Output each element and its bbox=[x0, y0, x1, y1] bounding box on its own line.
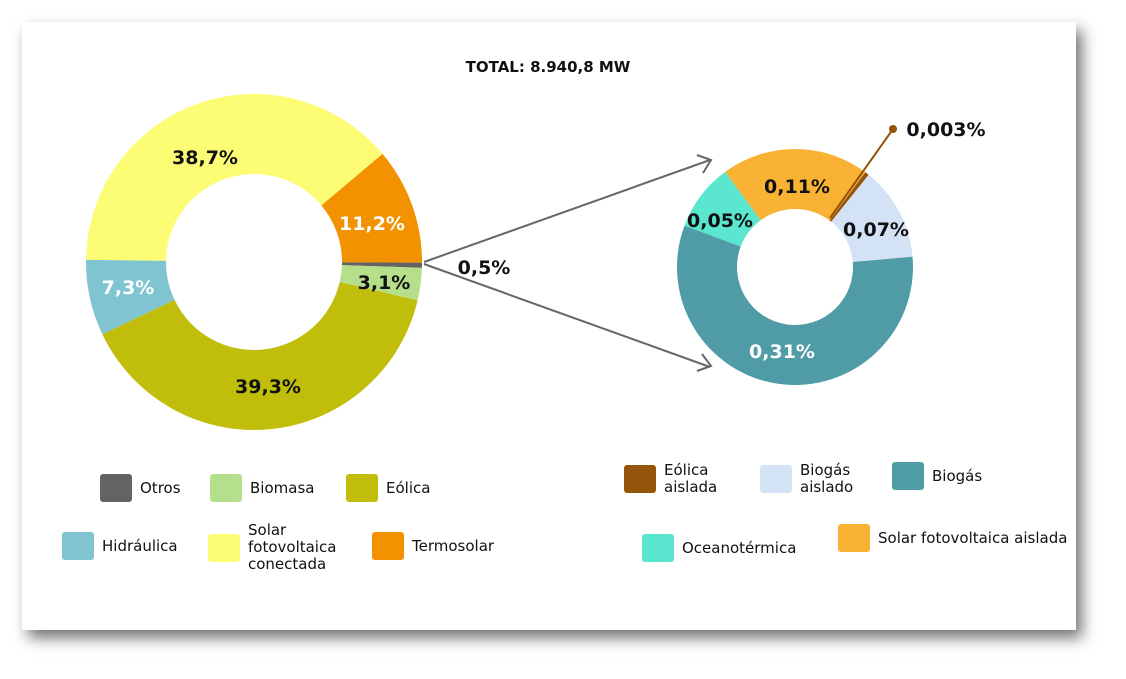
legend-item: Solar fotovoltaica aislada bbox=[838, 524, 1067, 552]
legend-label: Hidráulica bbox=[102, 536, 178, 555]
data-label: 0,11% bbox=[764, 176, 830, 198]
legend-swatch bbox=[100, 474, 132, 502]
legend-swatch bbox=[642, 534, 674, 562]
chart-title: TOTAL: 8.940,8 MW bbox=[466, 58, 631, 76]
slice-biomasa bbox=[339, 265, 422, 301]
legend-item: Termosolar bbox=[372, 532, 494, 560]
slice-otros bbox=[341, 262, 422, 268]
data-label: 0,003% bbox=[906, 119, 985, 141]
legend-label: Solar fotovoltaica conectada bbox=[248, 521, 337, 573]
legend-item: Otros bbox=[100, 474, 181, 502]
legend-label: Biomasa bbox=[250, 478, 315, 497]
data-label: 0,05% bbox=[687, 210, 753, 232]
legend-label: Termosolar bbox=[412, 536, 495, 555]
slice-solar-fotovoltaica-aislada bbox=[725, 149, 866, 221]
data-label: 0,07% bbox=[843, 219, 909, 241]
slice-biogás bbox=[676, 225, 913, 385]
data-label: 38,7% bbox=[172, 147, 238, 169]
legend-label: Otros bbox=[140, 478, 181, 497]
legend-swatch bbox=[838, 524, 870, 552]
legend-item: Eólica bbox=[346, 474, 430, 502]
legend-swatch bbox=[346, 474, 378, 502]
data-label: 11,2% bbox=[339, 213, 405, 235]
slice-biogás-aislado bbox=[831, 174, 913, 262]
slice-hidráulica bbox=[86, 259, 175, 335]
legend-label: Biogás bbox=[932, 466, 983, 485]
slice-termosolar bbox=[321, 153, 422, 263]
data-label: 0,31% bbox=[749, 341, 815, 363]
legend-swatch bbox=[372, 532, 404, 560]
slice-solar-fotovoltaica-conectada bbox=[86, 93, 383, 261]
legend-item: Hidráulica bbox=[62, 532, 178, 560]
slice-eólica-aislada bbox=[829, 172, 869, 222]
legend-item: Solar fotovoltaica conectada bbox=[208, 522, 348, 573]
legend-swatch bbox=[210, 474, 242, 502]
data-label: 7,3% bbox=[102, 277, 155, 299]
data-label: 39,3% bbox=[235, 376, 301, 398]
legend-swatch bbox=[624, 465, 656, 493]
legend-swatch bbox=[208, 533, 240, 562]
legend-label: Eólica aislada bbox=[664, 461, 718, 496]
data-label: 3,1% bbox=[358, 272, 411, 294]
legend-label: Oceanotérmica bbox=[682, 538, 797, 557]
legend-item: Biogás aislado bbox=[760, 462, 870, 496]
leader-line bbox=[829, 128, 894, 219]
legend-label: Biogás aislado bbox=[800, 461, 854, 496]
slice-eólica bbox=[102, 282, 418, 430]
legend-label: Eólica bbox=[386, 478, 431, 497]
legend-item: Oceanotérmica bbox=[642, 534, 796, 562]
legend-item: Biomasa bbox=[210, 474, 314, 502]
legend-item: Biogás bbox=[892, 462, 982, 490]
zoom-arrows bbox=[423, 154, 713, 372]
slice-oceanotérmica bbox=[684, 171, 761, 247]
data-label: 0,5% bbox=[458, 257, 511, 279]
legend-label: Solar fotovoltaica aislada bbox=[878, 528, 1068, 547]
legend-swatch bbox=[760, 465, 792, 493]
leader-dot bbox=[889, 125, 897, 133]
legend-swatch bbox=[62, 532, 94, 560]
legend-swatch bbox=[892, 462, 924, 490]
legend-item: Eólica aislada bbox=[624, 462, 734, 496]
